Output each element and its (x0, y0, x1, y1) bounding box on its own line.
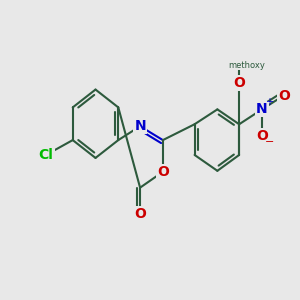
Text: O: O (278, 88, 290, 103)
Text: O: O (256, 129, 268, 143)
Text: O: O (233, 76, 245, 90)
Text: −: − (265, 137, 274, 147)
Text: Cl: Cl (38, 148, 53, 162)
Text: +: + (265, 98, 273, 107)
Text: O: O (157, 165, 169, 179)
Text: N: N (134, 119, 146, 133)
Text: methoxy: methoxy (229, 61, 266, 70)
Text: N: N (256, 102, 268, 116)
Text: O: O (134, 207, 146, 221)
